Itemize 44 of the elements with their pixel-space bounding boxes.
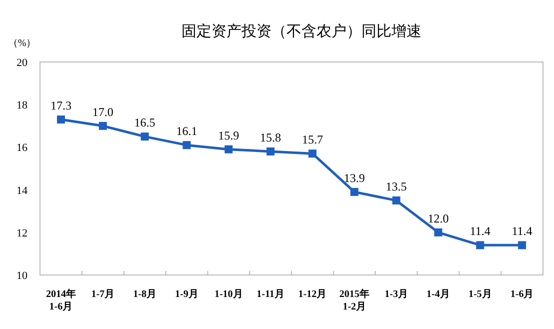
y-tick-label: 18 <box>16 100 28 112</box>
x-tick-label: 1-9月 <box>175 289 198 300</box>
data-label: 13.5 <box>386 179 407 194</box>
point <box>266 147 275 156</box>
data-label: 17.3 <box>50 98 72 113</box>
x-tick-label: 2014年 1-6月 <box>46 288 76 312</box>
x-tick-label: 1-11月 <box>256 289 284 300</box>
data-label: 12.0 <box>428 211 449 226</box>
point <box>182 141 191 150</box>
x-tick-label: 1-5月 <box>468 289 492 300</box>
data-label: 16.5 <box>134 116 156 130</box>
point <box>98 122 107 130</box>
data-label: 13.9 <box>344 170 365 185</box>
x-tick-label: 1-10月 <box>214 289 243 300</box>
point <box>140 132 149 141</box>
y-tick-label: 10 <box>16 270 28 282</box>
point <box>350 188 358 196</box>
x-tick-label: 2015年 1-2月 <box>339 288 370 312</box>
point <box>392 196 400 204</box>
data-label: 17.0 <box>92 104 114 119</box>
point <box>224 145 233 154</box>
point <box>476 241 484 250</box>
point <box>56 116 65 124</box>
y-tick-label: 16 <box>16 142 28 154</box>
y-tick-label: 12 <box>16 227 28 240</box>
point <box>434 228 442 236</box>
data-label: 15.9 <box>218 128 240 142</box>
chart-title: 固定资产投资（不含农户）同比增速 <box>182 23 422 40</box>
x-tick-label: 1-7月 <box>91 289 115 300</box>
y-tick-label: 20 <box>16 57 28 69</box>
data-label: 15.8 <box>260 130 282 144</box>
x-tick-label: 1-12月 <box>298 289 327 300</box>
x-tick-label: 1-4月 <box>426 289 450 300</box>
x-tick-label: 1-6月 <box>510 289 534 300</box>
x-tick-label: 1-8月 <box>133 289 156 300</box>
data-label: 11.4 <box>512 224 532 238</box>
x-tick-label: 1-3月 <box>384 289 408 300</box>
data-label: 16.1 <box>176 124 198 138</box>
data-label: 11.4 <box>470 224 490 238</box>
point <box>308 150 316 158</box>
y-tick-label: 14 <box>16 184 28 197</box>
y-axis-title: （%） <box>8 38 36 49</box>
data-label: 15.7 <box>302 132 323 147</box>
point <box>518 241 526 250</box>
